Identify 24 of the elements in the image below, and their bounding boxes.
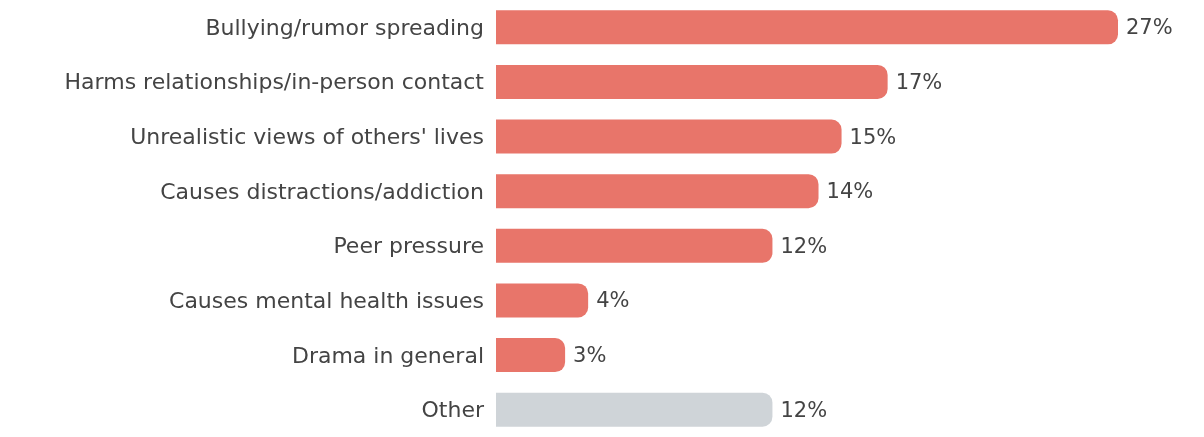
data-label: 15% — [849, 124, 897, 149]
data-label: 12% — [780, 397, 828, 422]
data-label: 3% — [573, 343, 607, 368]
y-tick-label: Causes distractions/addiction — [160, 178, 484, 204]
bar — [496, 10, 1118, 45]
data-label: 17% — [895, 69, 943, 94]
y-tick-label: Bullying/rumor spreading — [205, 14, 484, 40]
bar — [496, 228, 773, 263]
y-tick-label: Causes mental health issues — [169, 287, 484, 313]
y-tick-label: Drama in general — [291, 342, 484, 368]
bar — [496, 283, 589, 318]
data-label: 12% — [780, 233, 828, 258]
data-label: 14% — [826, 179, 874, 204]
y-tick-label: Unrealistic views of others' lives — [130, 124, 484, 150]
bar — [496, 338, 566, 373]
bar — [496, 392, 773, 427]
data-label: 4% — [596, 288, 630, 313]
bar — [496, 119, 842, 154]
data-label: 27% — [1126, 15, 1173, 40]
bar — [496, 174, 819, 209]
y-tick-label: Other — [421, 397, 485, 423]
bar — [496, 64, 888, 99]
y-tick-label: Peer pressure — [333, 233, 484, 259]
y-tick-label: Harms relationships/in-person contact — [64, 69, 485, 95]
